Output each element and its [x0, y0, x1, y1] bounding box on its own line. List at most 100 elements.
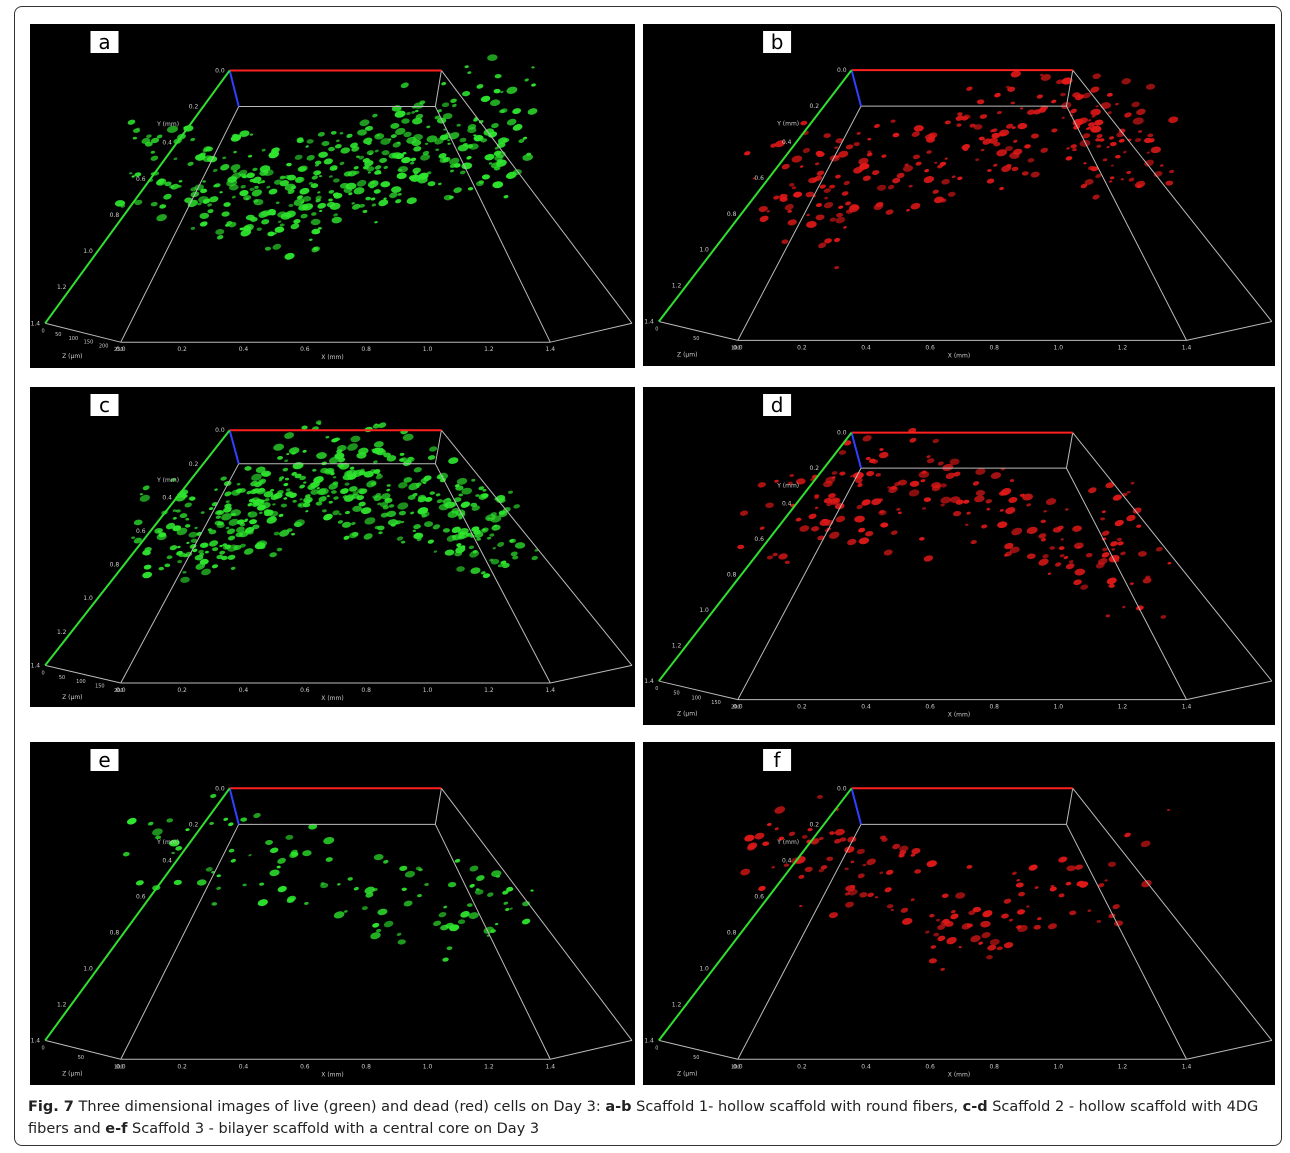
- cell: [338, 462, 350, 471]
- cell: [401, 540, 406, 544]
- cell: [1165, 180, 1173, 186]
- cell: [337, 883, 341, 886]
- box-edge: [550, 665, 632, 683]
- cell: [974, 495, 986, 503]
- cell: [199, 212, 209, 219]
- cell: [303, 481, 307, 484]
- cell: [795, 517, 802, 522]
- cell: [839, 471, 846, 476]
- tick-label: 100: [731, 1064, 741, 1070]
- tick-label: 1.2: [672, 283, 682, 290]
- tick-label: 0.6: [136, 893, 146, 900]
- cell: [399, 510, 407, 515]
- cell: [339, 132, 343, 135]
- cell: [205, 551, 209, 554]
- cell: [492, 181, 504, 189]
- cell: [1100, 517, 1105, 521]
- cell: [887, 184, 895, 190]
- tick-label: 100: [76, 679, 86, 685]
- cell: [950, 909, 956, 914]
- tick-label: Y (mm): [156, 839, 179, 846]
- tick-label: 1.4: [546, 1063, 556, 1070]
- cell: [286, 453, 290, 456]
- cell: [486, 892, 494, 898]
- cell: [918, 471, 929, 479]
- cell: [230, 858, 236, 863]
- cell: [450, 169, 455, 173]
- cell: [373, 854, 383, 861]
- cell: [413, 532, 424, 540]
- cell: [1114, 519, 1125, 527]
- cell: [1108, 861, 1117, 867]
- cell: [346, 133, 353, 139]
- cell: [926, 457, 935, 464]
- tick-label: 1.4: [31, 320, 41, 327]
- cell: [211, 564, 218, 569]
- panel: 0.00.20.40.60.81.01.21.40.00.20.40.60.81…: [30, 387, 635, 707]
- cell: [1065, 562, 1075, 570]
- cell: [429, 491, 435, 495]
- tick-label: 1.2: [672, 643, 682, 650]
- cell: [453, 186, 463, 193]
- cell: [346, 442, 359, 452]
- cell: [1110, 176, 1115, 180]
- cell: [1073, 542, 1084, 550]
- cell: [909, 480, 919, 487]
- cell: [491, 870, 502, 878]
- cell: [365, 479, 377, 489]
- tick-label: 0.8: [110, 212, 120, 219]
- cell: [1010, 526, 1023, 536]
- cell: [365, 196, 371, 200]
- cell: [304, 902, 309, 906]
- tick-label: 0.0: [215, 67, 225, 74]
- cell: [329, 175, 333, 178]
- cell: [200, 511, 204, 514]
- cell: [278, 220, 282, 223]
- cell: [284, 459, 288, 462]
- cell: [930, 945, 936, 950]
- cell: [316, 452, 328, 460]
- cell: [798, 874, 805, 879]
- cell: [427, 454, 435, 460]
- cell: [890, 119, 896, 123]
- tick-label: 1.4: [1182, 344, 1192, 351]
- cell: [299, 187, 310, 196]
- panel-label: b: [771, 30, 784, 54]
- cell: [1090, 85, 1101, 93]
- cell: [339, 161, 345, 166]
- cell: [178, 180, 182, 183]
- cell: [216, 874, 221, 877]
- tick-label: 150: [711, 700, 721, 706]
- cell: [1155, 546, 1163, 552]
- cell: [862, 863, 866, 866]
- cell: [299, 484, 306, 489]
- tick-label: Z (µm): [677, 1070, 697, 1077]
- cell: [883, 549, 893, 557]
- tick-label: 100: [692, 695, 702, 701]
- cell: [799, 905, 803, 908]
- cell: [834, 146, 838, 149]
- cell: [1104, 879, 1108, 882]
- cell: [879, 871, 884, 875]
- cell: [911, 131, 920, 138]
- cell: [256, 227, 262, 231]
- cell: [224, 490, 232, 497]
- cell: [435, 148, 439, 151]
- tick-label: Z (µm): [62, 353, 82, 360]
- cell: [460, 500, 471, 509]
- cell: [1132, 117, 1144, 126]
- tick-label: 0.0: [837, 67, 847, 74]
- tick-label: 1.4: [546, 346, 556, 353]
- cell: [866, 857, 877, 866]
- cell: [321, 140, 330, 146]
- cell: [283, 497, 287, 500]
- cell: [961, 143, 971, 151]
- cell: [379, 157, 388, 163]
- cell: [468, 187, 474, 191]
- cell: [328, 189, 334, 194]
- cell: [164, 563, 170, 567]
- cell: [417, 894, 422, 898]
- cell: [977, 99, 985, 105]
- tick-label: 1.2: [484, 687, 494, 694]
- cell: [404, 870, 415, 878]
